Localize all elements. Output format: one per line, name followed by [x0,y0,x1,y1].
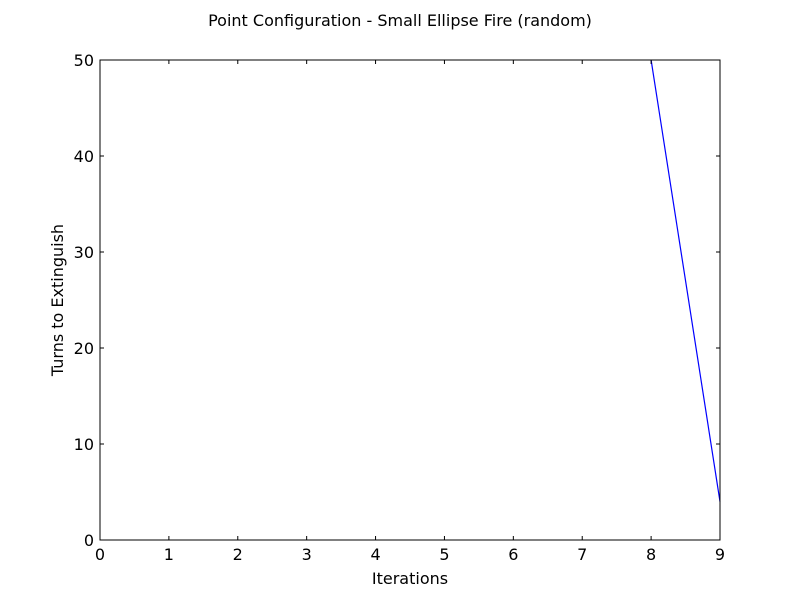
x-tick-label: 8 [646,545,656,564]
x-tick-label: 2 [233,545,243,564]
y-tick-label: 0 [84,531,94,550]
x-tick-labels: 0 1 2 3 4 5 6 7 8 9 [95,545,725,564]
x-tick-label: 9 [715,545,725,564]
axes-background [100,60,720,540]
y-tick-label: 50 [74,51,94,70]
x-tick-label: 3 [302,545,312,564]
x-tick-label: 4 [370,545,380,564]
plot-area [99,59,721,541]
y-tick-label: 10 [74,435,94,454]
axes-frame [99,59,721,541]
x-tick-label: 5 [439,545,449,564]
x-axis-label: Iterations [372,569,448,588]
y-tick-label: 40 [74,147,94,166]
x-tick-label: 7 [577,545,587,564]
y-axis-label: Turns to Extinguish [48,224,67,377]
y-tick-label: 20 [74,339,94,358]
x-tick-label: 6 [508,545,518,564]
series-layer [650,59,721,502]
series-line-0 [650,59,721,502]
x-tick-label: 1 [164,545,174,564]
y-tick-label: 30 [74,243,94,262]
x-tick-label: 0 [95,545,105,564]
chart-title: Point Configuration - Small Ellipse Fire… [208,11,592,30]
y-tick-labels: 0 10 20 30 40 50 [74,51,94,550]
